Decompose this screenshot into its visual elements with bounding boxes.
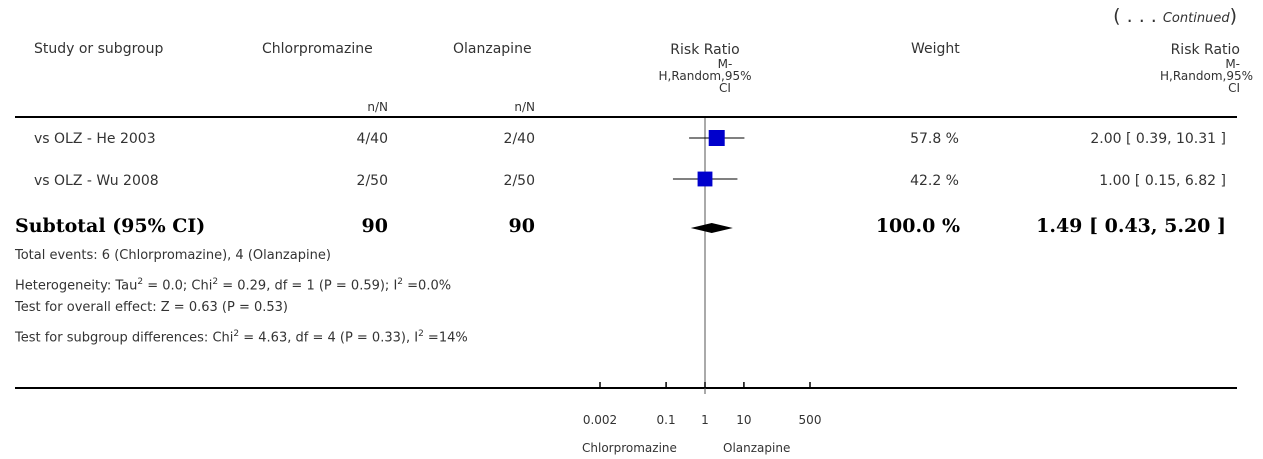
header-chlorpromazine: Chlorpromazine — [262, 41, 373, 57]
subtotal-ci: 1.49 [ 0.43, 5.20 ] — [1036, 215, 1226, 237]
header-olanzapine: Olanzapine — [453, 41, 532, 57]
header-n-n-olz: n/N — [514, 100, 535, 114]
header-weight: Weight — [911, 41, 960, 57]
header-rr2-line1: Risk Ratio — [1170, 42, 1240, 58]
study-ci-2: 1.00 [ 0.15, 6.82 ] — [1099, 173, 1226, 189]
study-weight-1: 57.8 % — [910, 131, 959, 147]
header-rr2-line4: CI — [1228, 81, 1240, 95]
header-rr2-line3: H,Random,95% — [1159, 69, 1253, 83]
axis-tick-label: 0.002 — [583, 413, 617, 427]
axis-label-right: Olanzapine — [723, 441, 791, 455]
axis-tick-label: 0.1 — [657, 413, 676, 427]
study-name-1: vs OLZ - He 2003 — [34, 131, 156, 147]
subtotal-olz: 90 — [508, 215, 535, 237]
axis-label-left: Chlorpromazine — [582, 441, 677, 455]
study-chlor-1: 4/40 — [356, 131, 388, 147]
axis-tick-label: 1 — [701, 413, 709, 427]
study-marker — [708, 130, 725, 146]
header-rr2-line2: M- — [1225, 57, 1240, 71]
total-events-note: Total events: 6 (Chlorpromazine), 4 (Ola… — [15, 248, 331, 263]
header-rr-line4: CI — [719, 81, 731, 95]
header-rr-line2: M- — [717, 57, 733, 71]
axis-tick-label: 500 — [799, 413, 822, 427]
header-rule — [15, 116, 1237, 118]
study-weight-2: 42.2 % — [910, 173, 959, 189]
continued-note: ( . . . Continued) — [1113, 5, 1237, 27]
header-risk-ratio-value: Risk Ratio M- H,Random,95% CI — [1113, 42, 1253, 94]
axis-tick-label: 10 — [736, 413, 751, 427]
pooled-diamond — [690, 223, 733, 233]
subgroup-differences-note: Test for subgroup differences: Chi2 = 4.… — [15, 329, 468, 346]
study-olz-2: 2/50 — [503, 173, 535, 189]
subtotal-chlor: 90 — [361, 215, 388, 237]
header-study: Study or subgroup — [34, 41, 164, 57]
header-rr-line3: H,Random,95% — [658, 69, 752, 83]
header-n-n-chlor: n/N — [367, 100, 388, 114]
study-marker — [697, 171, 713, 187]
study-ci-1: 2.00 [ 0.39, 10.31 ] — [1090, 131, 1226, 147]
subtotal-weight: 100.0 % — [875, 215, 960, 237]
bottom-rule — [15, 387, 1237, 389]
header-risk-ratio-plot: Risk Ratio M- H,Random,95% CI — [645, 42, 765, 94]
study-olz-1: 2/40 — [503, 131, 535, 147]
study-chlor-2: 2/50 — [356, 173, 388, 189]
heterogeneity-note: Heterogeneity: Tau2 = 0.0; Chi2 = 0.29, … — [15, 277, 452, 294]
header-rr-line1: Risk Ratio — [670, 42, 740, 58]
study-name-2: vs OLZ - Wu 2008 — [34, 173, 159, 189]
subtotal-label: Subtotal (95% CI) — [15, 215, 206, 237]
overall-effect-note: Test for overall effect: Z = 0.63 (P = 0… — [15, 300, 288, 315]
